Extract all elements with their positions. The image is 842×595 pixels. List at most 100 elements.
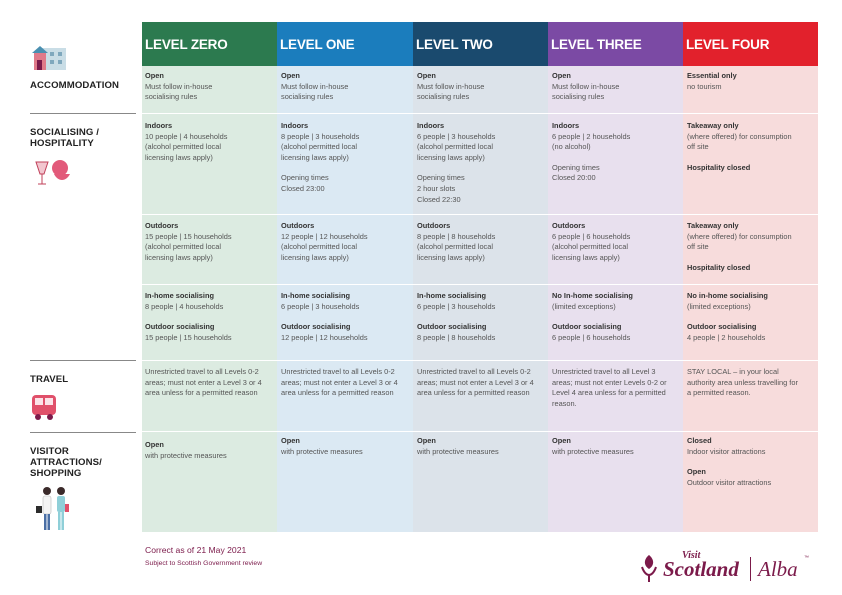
cell-text: with protective measures — [552, 446, 634, 456]
level-one-label: LEVEL ONE — [280, 36, 355, 52]
category-divider — [30, 432, 136, 433]
cell-heading: Open — [552, 71, 571, 80]
row-divider — [142, 214, 818, 215]
cell-text: with protective measures — [145, 450, 227, 460]
cell-heading: Open — [145, 440, 164, 449]
cell-text: 8 people | 4 households — [145, 301, 224, 311]
outdoors-level-three: Outdoors 6 people | 6 households (alcoho… — [552, 221, 680, 263]
cell-text: Must follow in-house socialising rules — [145, 81, 213, 102]
outdoors-level-four: Takeaway only (where offered) for consum… — [687, 221, 815, 273]
cell-heading: In-home socialising — [281, 291, 350, 300]
level-two-label: LEVEL TWO — [416, 36, 493, 52]
hospitality-closed: Hospitality closed — [687, 162, 751, 172]
level-four-column — [683, 66, 818, 532]
cell-text: with protective measures — [281, 446, 363, 456]
row-divider — [142, 431, 818, 432]
cell-heading: Indoors — [552, 121, 580, 130]
travel-level-four: STAY LOCAL – in your local authority are… — [687, 367, 817, 399]
cell-text: Must follow in-house socialising rules — [417, 81, 485, 102]
cell-heading-2: Open — [687, 467, 706, 477]
cell-heading: Open — [417, 71, 436, 80]
visitor-level-two: Open with protective measures — [417, 436, 545, 457]
cell-text: with protective measures — [417, 446, 499, 456]
cell-text: 6 people | 2 households (no alcohol) — [552, 131, 631, 152]
outdoor-socialising-heading: Outdoor socialising — [417, 322, 487, 332]
level-zero-column — [142, 66, 277, 532]
accommodation-level-four: Essential only no tourism — [687, 71, 815, 92]
cell-heading: Outdoors — [552, 221, 586, 230]
row-divider — [142, 113, 818, 114]
review-note: Subject to Scottish Government review — [145, 560, 263, 567]
level-two-header: LEVEL TWO — [413, 22, 548, 66]
outdoor-socialising-text: 4 people | 2 households — [687, 332, 766, 342]
cell-text: Must follow in-house socialising rules — [552, 81, 620, 102]
category-visitor: VISITOR ATTRACTIONS/ SHOPPING — [30, 446, 102, 479]
cell-heading: Outdoors — [417, 221, 451, 230]
cell-heading: In-home socialising — [145, 291, 214, 300]
visitor-level-four: Closed Indoor visitor attractions Open O… — [687, 436, 815, 488]
accommodation-level-two: Open Must follow in-house socialising ru… — [417, 71, 545, 103]
cell-heading: Open — [281, 436, 300, 445]
cell-text: (limited exceptions) — [687, 301, 751, 311]
level-four-label: LEVEL FOUR — [686, 36, 770, 52]
visitor-level-zero: Open with protective measures — [145, 440, 273, 461]
opening-times: Opening times Closed 20:00 — [552, 162, 600, 183]
cell-text-2: Outdoor visitor attractions — [687, 477, 772, 487]
cell-heading: Indoors — [281, 121, 309, 130]
row-divider — [142, 284, 818, 285]
logo-scotland: Scotland — [663, 557, 739, 581]
category-divider — [30, 360, 136, 361]
outdoor-socialising-text: 6 people | 6 households — [552, 332, 631, 342]
cell-text: Indoor visitor attractions — [687, 446, 766, 456]
level-three-header: LEVEL THREE — [548, 22, 683, 66]
cell-text: 6 people | 3 households — [417, 301, 496, 311]
accommodation-level-zero: Open Must follow in-house socialising ru… — [145, 71, 273, 103]
level-one-column — [277, 66, 413, 532]
row-divider — [142, 360, 818, 361]
cell-heading: Outdoors — [281, 221, 315, 230]
hospitality-closed: Hospitality closed — [687, 262, 751, 272]
level-three-label: LEVEL THREE — [551, 36, 642, 52]
outdoor-socialising-heading: Outdoor socialising — [145, 322, 215, 332]
cell-text: Unrestricted travel to all Levels 0-2 ar… — [281, 367, 398, 398]
shoppers-icon — [36, 487, 69, 530]
outdoor-socialising-text: 8 people | 8 households — [417, 332, 496, 342]
logo-visit: Visit — [682, 550, 701, 561]
indoors-level-one: Indoors 8 people | 3 households (alcohol… — [281, 121, 409, 195]
outdoor-socialising-text: 15 people | 15 households — [145, 332, 232, 342]
cell-text: 6 people | 6 households (alcohol permitt… — [552, 231, 631, 262]
cell-heading: Essential only — [687, 71, 737, 80]
travel-level-two: Unrestricted travel to all Levels 0-2 ar… — [417, 367, 547, 399]
category-divider — [30, 113, 136, 114]
cell-text: Must follow in-house socialising rules — [281, 81, 349, 102]
cell-heading: Open — [552, 436, 571, 445]
inhome-level-four: No in-home socialising (limited exceptio… — [687, 291, 815, 343]
logo-alba: Alba — [758, 557, 798, 581]
cell-text: 15 people | 15 households (alcohol permi… — [145, 231, 232, 262]
cell-text: (limited exceptions) — [552, 301, 616, 311]
opening-times: Opening times Closed 23:00 — [281, 173, 329, 193]
cell-text: Unrestricted travel to all Levels 0-2 ar… — [145, 367, 262, 398]
level-three-column — [548, 66, 683, 532]
cell-heading: Indoors — [417, 121, 445, 130]
cell-text: Unrestricted travel to all Level 3 areas… — [552, 367, 667, 408]
outdoors-level-one: Outdoors 12 people | 12 households (alco… — [281, 221, 409, 263]
outdoor-socialising-text: 12 people | 12 households — [281, 332, 368, 342]
cell-heading: Open — [145, 71, 164, 80]
cell-heading: No In-home socialising — [552, 291, 633, 300]
category-socialising: SOCIALISING / HOSPITALITY — [30, 127, 99, 149]
inhome-level-three: No In-home socialising (limited exceptio… — [552, 291, 680, 343]
level-zero-label: LEVEL ZERO — [145, 36, 228, 52]
accommodation-level-one: Open Must follow in-house socialising ru… — [281, 71, 409, 103]
indoors-level-two: Indoors 6 people | 3 households (alcohol… — [417, 121, 545, 205]
hotel-icon — [32, 46, 66, 70]
logo-trademark: ™ — [804, 555, 809, 561]
bus-icon — [32, 395, 56, 420]
drinks-icon — [35, 160, 70, 185]
cell-text: 8 people | 8 households (alcohol permitt… — [417, 231, 496, 262]
cell-text: 12 people | 12 households (alcohol permi… — [281, 231, 368, 262]
visitor-level-three: Open with protective measures — [552, 436, 680, 457]
outdoors-level-two: Outdoors 8 people | 8 households (alcoho… — [417, 221, 545, 263]
indoors-level-zero: Indoors 10 people | 4 households (alcoho… — [145, 121, 273, 163]
cell-text: 6 people | 3 households (alcohol permitt… — [417, 131, 496, 162]
